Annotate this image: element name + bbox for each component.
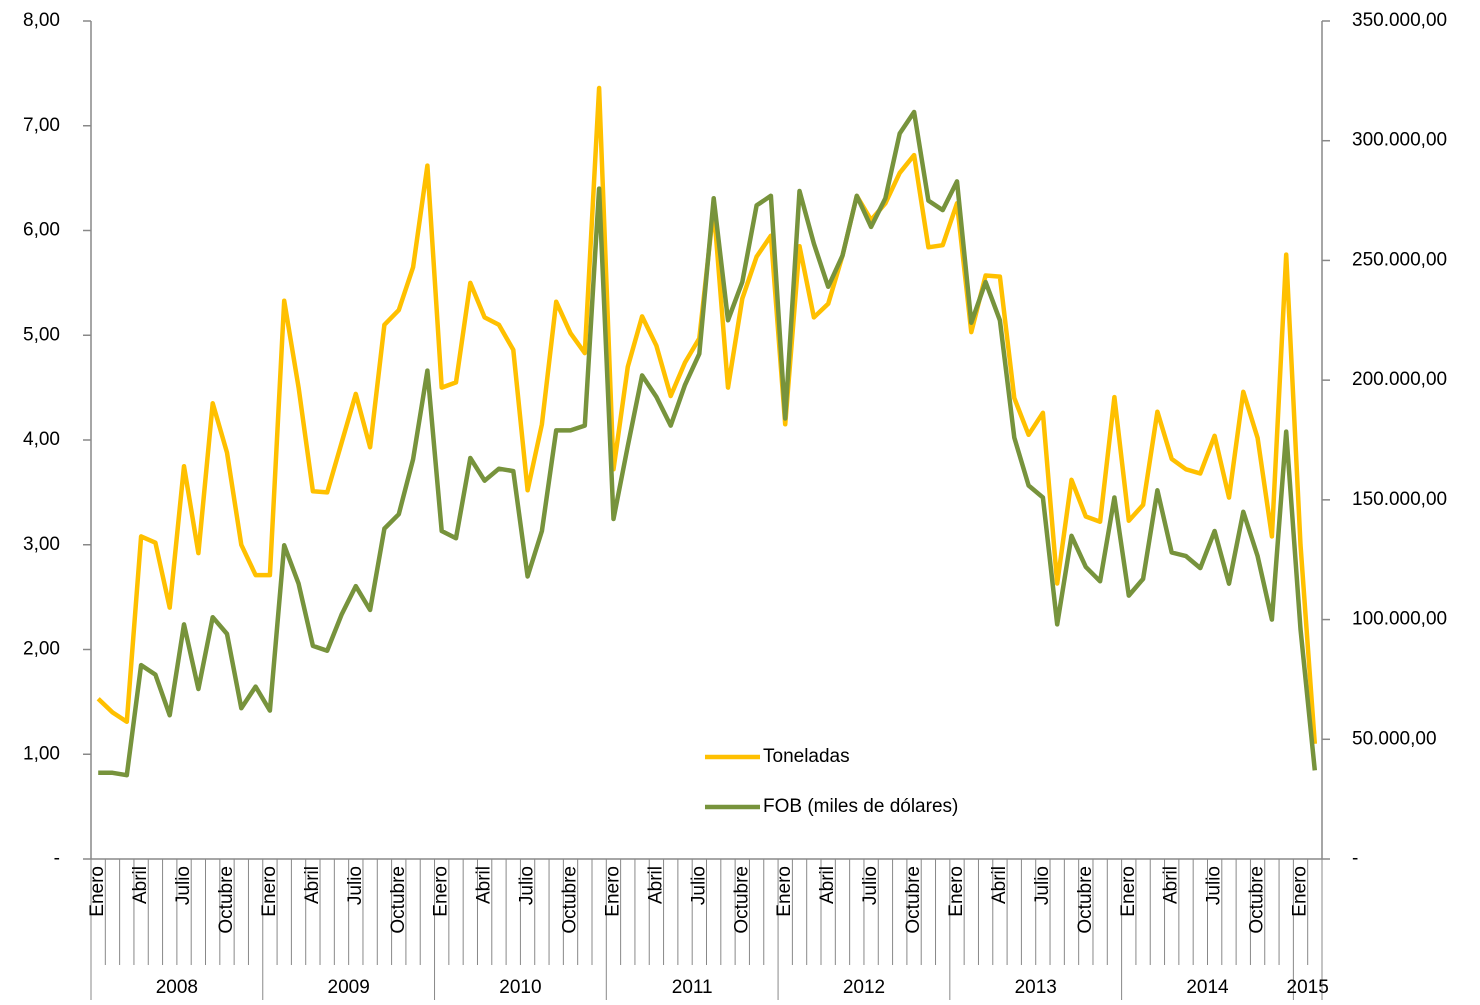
year-label: 2011: [672, 977, 713, 998]
x-tick-label: Enero: [602, 866, 623, 917]
x-tick-label: Enero: [946, 866, 967, 917]
y2-tick-label: 200.000,00: [1352, 369, 1447, 390]
y-tick-label: 4,00: [23, 429, 60, 450]
y2-tick-label: -: [1352, 848, 1358, 869]
x-tick-label: Julio: [1032, 866, 1053, 905]
legend-label: FOB (miles de dólares): [763, 796, 958, 817]
x-tick-label: Abril: [645, 866, 666, 904]
x-tick-label: Octubre: [731, 866, 752, 934]
series-line: [96, 85, 1318, 744]
x-tick-label: Octubre: [560, 866, 581, 934]
y2-tick-label: 300.000,00: [1352, 130, 1447, 151]
x-tick-label: Abril: [302, 866, 323, 904]
year-label: 2014: [1186, 977, 1229, 998]
x-tick-label: Julio: [173, 866, 194, 905]
legend-label: Toneladas: [763, 746, 850, 767]
y2-tick-label: 50.000,00: [1352, 728, 1437, 749]
x-tick-label: Abril: [989, 866, 1010, 904]
y-tick-label: 8,00: [23, 10, 60, 31]
y-tick-label: -: [54, 848, 60, 869]
x-tick-label: Julio: [860, 866, 881, 905]
year-label: 2015: [1287, 977, 1329, 998]
x-tick-label: Enero: [1290, 866, 1311, 917]
y-tick-label: 5,00: [23, 324, 60, 345]
x-tick-label: Julio: [517, 866, 538, 905]
x-tick-label: Abril: [474, 866, 495, 904]
x-tick-label: Abril: [817, 866, 838, 904]
year-label: 2013: [1015, 977, 1057, 998]
x-tick-label: Enero: [774, 866, 795, 917]
y-tick-label: 7,00: [23, 115, 60, 136]
x-tick-label: Abril: [1161, 866, 1182, 904]
x-tick-label: Octubre: [903, 866, 924, 934]
x-tick-label: Octubre: [1247, 866, 1268, 934]
x-tick-label: Julio: [688, 866, 709, 905]
series-line: [98, 109, 1318, 778]
x-tick-label: Abril: [130, 866, 151, 904]
x-tick-label: Julio: [1204, 866, 1225, 905]
y2-tick-label: 100.000,00: [1352, 609, 1447, 630]
y2-tick-label: 350.000,00: [1352, 10, 1447, 31]
y2-tick-label: 250.000,00: [1352, 249, 1447, 270]
x-tick-label: Enero: [259, 866, 280, 917]
year-label: 2010: [499, 977, 541, 998]
x-tick-label: Enero: [87, 866, 108, 917]
y-tick-label: 1,00: [23, 743, 60, 764]
year-label: 2009: [328, 977, 370, 998]
x-tick-label: Julio: [345, 866, 366, 905]
y-tick-label: 3,00: [23, 534, 60, 555]
x-tick-label: Enero: [431, 866, 452, 917]
x-tick-label: Enero: [1118, 866, 1139, 917]
x-tick-label: Octubre: [216, 866, 237, 934]
y-tick-label: 6,00: [23, 220, 60, 241]
x-tick-label: Octubre: [388, 866, 409, 934]
y-tick-label: 2,00: [23, 639, 60, 660]
x-tick-label: Octubre: [1075, 866, 1096, 934]
y2-tick-label: 150.000,00: [1352, 489, 1447, 510]
year-label: 2008: [156, 977, 198, 998]
year-label: 2012: [843, 977, 885, 998]
